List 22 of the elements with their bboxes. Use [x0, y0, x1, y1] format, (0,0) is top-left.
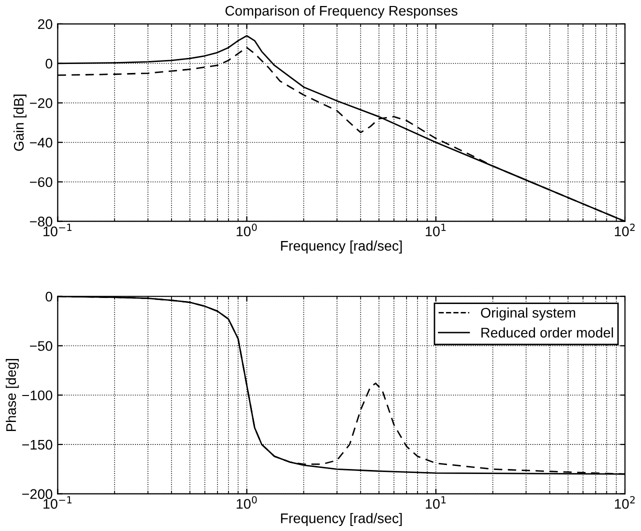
- x-axis-title: Frequency [rad/sec]: [281, 240, 402, 254]
- x-tick-label: 10$^{1}$: [426, 224, 446, 236]
- x-tick-label: 10$^{0}$: [236, 496, 257, 509]
- x-tick-label: 10$^{0}$: [236, 224, 257, 236]
- x-axis-title: Frequency [rad/sec]: [281, 513, 402, 526]
- y-tick-label: −150: [22, 440, 52, 450]
- y-tick-label: 20: [38, 19, 52, 30]
- y-tick-label: 0: [46, 292, 52, 302]
- y-tick-label: −60: [30, 177, 52, 188]
- chart-title: Comparison of Frequency Responses: [225, 5, 458, 18]
- y-tick-label: −100: [22, 390, 52, 400]
- x-tick-label: 10$^{1}$: [426, 496, 446, 509]
- legend-label: Original system: [480, 307, 576, 320]
- y-tick-label: −50: [30, 341, 52, 351]
- y-tick-label: 0: [46, 58, 52, 69]
- legend-label: Reduced order model: [481, 327, 613, 338]
- y-tick-label: −40: [30, 138, 52, 148]
- y-tick-label: −20: [30, 98, 52, 108]
- y-axis-title: Phase [deg]: [6, 359, 19, 432]
- x-tick-label: 10$^{2}$: [614, 224, 635, 236]
- x-tick-label: 10$^{2}$: [614, 496, 635, 509]
- y-axis-title: Gain [dB]: [14, 94, 26, 151]
